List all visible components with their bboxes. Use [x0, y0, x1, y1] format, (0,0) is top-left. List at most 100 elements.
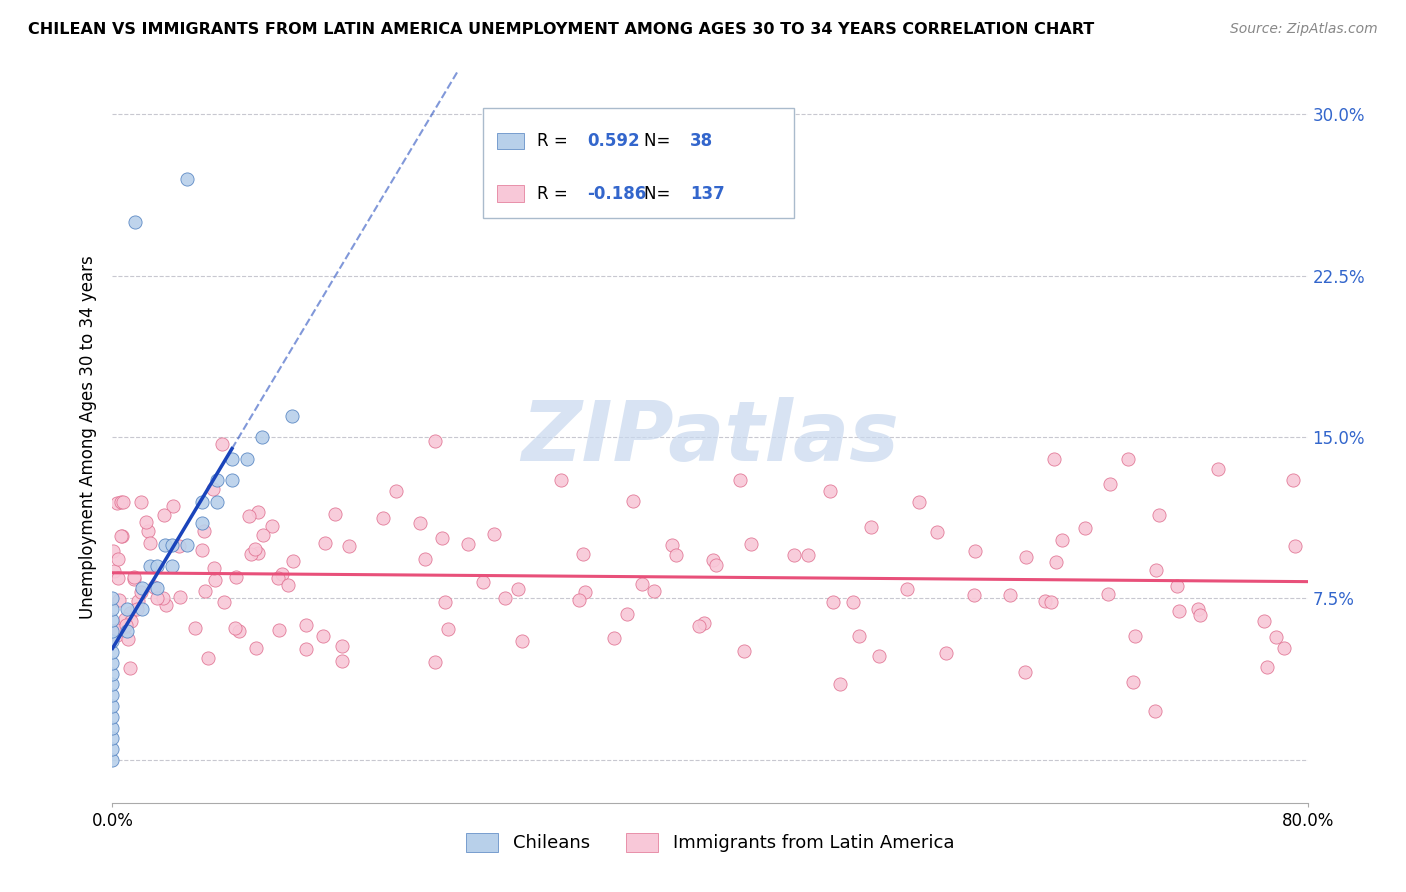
Point	[602, 632, 624, 646]
Point	[430, 531, 453, 545]
Point	[110, 529, 132, 543]
Point	[661, 537, 683, 551]
Point	[139, 559, 162, 574]
Point	[508, 582, 530, 596]
Point	[236, 451, 259, 466]
Point	[574, 584, 596, 599]
Point	[146, 591, 169, 605]
Point	[294, 642, 316, 657]
Point	[283, 553, 305, 567]
Point	[830, 677, 852, 691]
Point	[245, 640, 267, 655]
Point	[330, 639, 353, 653]
Point	[221, 451, 243, 466]
Point	[572, 547, 595, 561]
Text: -0.186: -0.186	[586, 185, 647, 202]
Point	[127, 594, 149, 608]
Point	[101, 721, 124, 735]
Point	[423, 655, 446, 669]
Point	[413, 552, 436, 566]
Point	[665, 549, 688, 563]
Point	[101, 677, 124, 691]
Text: 38: 38	[690, 132, 713, 150]
Point	[212, 595, 235, 609]
Point	[124, 215, 146, 229]
Point	[1256, 659, 1278, 673]
Point	[643, 584, 665, 599]
Point	[243, 541, 266, 556]
Point	[112, 495, 135, 509]
Point	[270, 566, 292, 581]
Text: 137: 137	[690, 185, 724, 202]
Point	[211, 437, 233, 451]
Point	[510, 634, 533, 648]
Point	[169, 590, 191, 604]
Point	[963, 543, 986, 558]
Point	[457, 537, 479, 551]
Point	[433, 595, 456, 609]
Point	[101, 613, 124, 627]
Point	[202, 561, 225, 575]
Point	[117, 624, 139, 638]
Point	[193, 584, 215, 599]
Point	[240, 547, 263, 561]
Point	[202, 482, 225, 496]
Point	[162, 538, 183, 552]
Point	[162, 499, 184, 513]
Point	[314, 536, 336, 550]
Point	[472, 575, 495, 590]
Point	[115, 617, 138, 632]
Point	[136, 524, 159, 539]
Point	[176, 538, 198, 552]
Point	[191, 494, 214, 508]
Point	[167, 539, 190, 553]
Point	[135, 515, 157, 529]
Point	[246, 546, 269, 560]
Text: ZIPatlas: ZIPatlas	[522, 397, 898, 477]
Point	[1188, 608, 1211, 623]
Point	[1281, 473, 1303, 487]
Point	[176, 172, 198, 186]
Point	[107, 551, 129, 566]
Point	[1014, 665, 1036, 679]
Point	[120, 614, 142, 628]
Point	[702, 553, 724, 567]
Point	[1206, 462, 1229, 476]
Point	[1015, 549, 1038, 564]
Point	[267, 571, 290, 585]
Point	[1123, 629, 1146, 643]
Point	[129, 495, 152, 509]
Point	[131, 581, 153, 595]
Point	[252, 528, 274, 542]
Point	[1147, 508, 1170, 523]
Point	[205, 473, 228, 487]
Point	[114, 612, 136, 626]
Point	[146, 581, 169, 595]
Point	[101, 624, 124, 638]
Point	[117, 632, 139, 647]
Point	[101, 688, 124, 702]
Point	[896, 582, 918, 596]
Point	[143, 580, 166, 594]
Point	[733, 644, 755, 658]
Point	[250, 430, 273, 444]
Point	[740, 536, 762, 550]
Point	[616, 607, 638, 621]
Point	[1000, 589, 1022, 603]
Point	[205, 494, 228, 508]
Text: CHILEAN VS IMMIGRANTS FROM LATIN AMERICA UNEMPLOYMENT AMONG AGES 30 TO 34 YEARS : CHILEAN VS IMMIGRANTS FROM LATIN AMERICA…	[28, 22, 1094, 37]
Point	[550, 473, 572, 487]
Point	[105, 628, 128, 642]
Point	[1042, 451, 1064, 466]
Point	[385, 483, 408, 498]
Point	[101, 602, 124, 616]
Point	[821, 595, 844, 609]
Point	[409, 516, 432, 530]
Point	[193, 524, 215, 538]
Point	[184, 620, 207, 634]
Point	[108, 592, 131, 607]
Point	[139, 536, 162, 550]
Point	[105, 624, 128, 638]
Point	[295, 618, 318, 632]
Point	[277, 578, 299, 592]
